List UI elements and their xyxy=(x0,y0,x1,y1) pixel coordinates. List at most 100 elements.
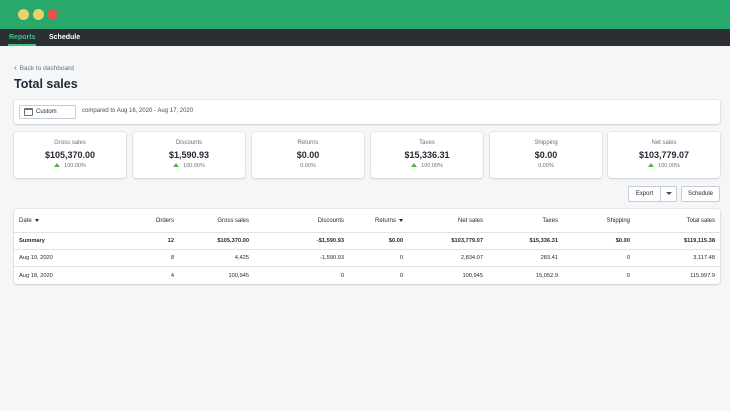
metric-change: 100.00% xyxy=(608,163,720,169)
trend-up-icon xyxy=(411,163,418,167)
column-header-total-sales[interactable]: Total sales xyxy=(686,217,715,224)
metric-change-value: 100.00% xyxy=(183,163,205,169)
compare-period-text: compared to Aug 16, 2020 - Aug 17, 2020 xyxy=(82,108,194,114)
table-cell: 8 xyxy=(170,255,174,261)
metric-value: $15,336.31 xyxy=(404,150,450,160)
table-cell: $0.00 xyxy=(615,238,630,244)
table-cell: $15,336.31 xyxy=(529,238,558,244)
table-cell: 0 xyxy=(340,272,344,279)
tab-schedule[interactable]: Schedule xyxy=(49,34,81,41)
table-cell: $103,779.07 xyxy=(451,238,483,244)
table-cell: 2,834.07 xyxy=(460,255,483,261)
metric-value: $0.00 xyxy=(534,150,558,160)
date-range-button[interactable]: Custom xyxy=(19,105,76,119)
column-header-gross-sales[interactable]: Gross sales xyxy=(217,217,249,224)
window-titlebar xyxy=(0,0,730,29)
chevron-down-icon[interactable] xyxy=(666,192,672,195)
table-cell: 0 xyxy=(626,255,630,261)
metric-label: Taxes xyxy=(419,140,435,146)
table-cell: 3,117.48 xyxy=(693,255,715,261)
schedule-button[interactable]: Schedule xyxy=(681,186,720,202)
column-header-date[interactable]: Date xyxy=(19,209,39,232)
table-cell: 100,945 xyxy=(462,272,483,279)
column-header-label: Date xyxy=(19,217,32,224)
table-row: Aug 18, 2020 4 100,945 0 0 100,945 15,05… xyxy=(14,267,720,284)
tab-reports[interactable]: Reports xyxy=(7,29,37,46)
table-cell: Aug 19, 2020 xyxy=(19,255,53,261)
metric-value: $0.00 xyxy=(296,150,320,160)
metric-label: Net sales xyxy=(651,140,677,146)
metric-change-value: 100.00% xyxy=(421,163,443,169)
metric-change-value: 100.00% xyxy=(658,163,680,169)
table-cell: Summary xyxy=(19,238,45,244)
table-cell: Aug 18, 2020 xyxy=(19,272,53,279)
table-cell: 12 xyxy=(167,238,174,244)
button-divider xyxy=(660,187,661,201)
metric-card-gross-sales: Gross sales $105,370.00 100.00% xyxy=(14,132,126,178)
trend-up-icon xyxy=(648,163,655,167)
back-to-dashboard-link[interactable]: ‹ Back to dashboard xyxy=(14,64,74,72)
table-cell: $0.00 xyxy=(388,238,403,244)
column-header-taxes[interactable]: Taxes xyxy=(542,217,558,224)
table-cell: $105,370.00 xyxy=(217,238,249,244)
window-close-button[interactable] xyxy=(47,9,58,20)
table-cell: 283.41 xyxy=(540,255,558,261)
column-header-orders[interactable]: Orders xyxy=(155,217,174,224)
sales-table: Date Orders Gross sales Discounts Return… xyxy=(14,209,720,284)
table-header-row: Date Orders Gross sales Discounts Return… xyxy=(14,209,720,233)
metric-change-value: 0.00% xyxy=(300,163,316,169)
metric-value: $105,370.00 xyxy=(44,150,96,160)
sort-descending-icon xyxy=(34,219,39,222)
table-cell: 100,945 xyxy=(228,272,249,279)
metric-value: $103,779.07 xyxy=(638,150,690,160)
export-button[interactable]: Export xyxy=(628,186,677,202)
sort-descending-icon xyxy=(399,219,403,222)
date-range-button-label: Custom xyxy=(36,109,57,115)
column-header-label: Returns xyxy=(374,217,396,224)
calendar-icon xyxy=(24,108,33,116)
column-header-returns[interactable]: Returns xyxy=(375,209,403,232)
metric-change-value: 0.00% xyxy=(538,163,554,169)
table-row: Aug 19, 2020 8 4,425 -1,590.93 0 2,834.0… xyxy=(14,250,720,267)
page-title: Total sales xyxy=(14,77,78,91)
metric-label: Shipping xyxy=(534,140,558,146)
table-cell: 15,052.9 xyxy=(535,272,558,279)
trend-up-icon xyxy=(173,163,180,167)
metric-change: 0.00% xyxy=(252,163,364,169)
export-button-label: Export xyxy=(635,191,654,197)
column-header-net-sales[interactable]: Net sales xyxy=(457,217,483,224)
table-cell: 4,425 xyxy=(234,255,249,261)
metric-value: $1,590.93 xyxy=(168,150,210,160)
metric-change-value: 100.00% xyxy=(64,163,86,169)
window-maximize-button[interactable] xyxy=(33,9,44,20)
metric-label: Returns xyxy=(297,140,319,146)
metric-card-discounts: Discounts $1,590.93 100.00% xyxy=(133,132,245,178)
table-summary-row: Summary 12 $105,370.00 -$1,590.93 $0.00 … xyxy=(14,233,720,250)
metric-card-returns: Returns $0.00 0.00% xyxy=(252,132,364,178)
metric-change: 0.00% xyxy=(490,163,602,169)
column-header-discounts[interactable]: Discounts xyxy=(317,217,344,224)
table-cell: -$1,590.93 xyxy=(316,238,344,244)
metric-label: Discounts xyxy=(175,140,203,146)
top-nav: Reports Schedule xyxy=(0,29,730,46)
date-range-bar: Custom compared to Aug 16, 2020 - Aug 17… xyxy=(14,100,720,124)
table-cell: 0 xyxy=(399,272,403,279)
back-link-label: Back to dashboard xyxy=(19,64,74,72)
table-cell: 0 xyxy=(399,255,403,261)
table-cell: 4 xyxy=(170,272,174,279)
table-cell: $119,115.38 xyxy=(684,238,715,244)
metric-change: 100.00% xyxy=(371,163,483,169)
metric-card-net-sales: Net sales $103,779.07 100.00% xyxy=(608,132,720,178)
metric-change: 100.00% xyxy=(14,163,126,169)
table-cell: -1,590.93 xyxy=(319,255,344,261)
metric-card-taxes: Taxes $15,336.31 100.00% xyxy=(371,132,483,178)
table-cell: 115,997.9 xyxy=(690,272,715,279)
window-minimize-button[interactable] xyxy=(18,9,29,20)
column-header-shipping[interactable]: Shipping xyxy=(606,217,630,224)
table-cell: 0 xyxy=(626,272,630,279)
metric-card-shipping: Shipping $0.00 0.00% xyxy=(490,132,602,178)
chevron-left-icon: ‹ xyxy=(14,63,17,72)
trend-up-icon xyxy=(54,163,61,167)
metric-change: 100.00% xyxy=(133,163,245,169)
metric-label: Gross sales xyxy=(54,140,86,146)
